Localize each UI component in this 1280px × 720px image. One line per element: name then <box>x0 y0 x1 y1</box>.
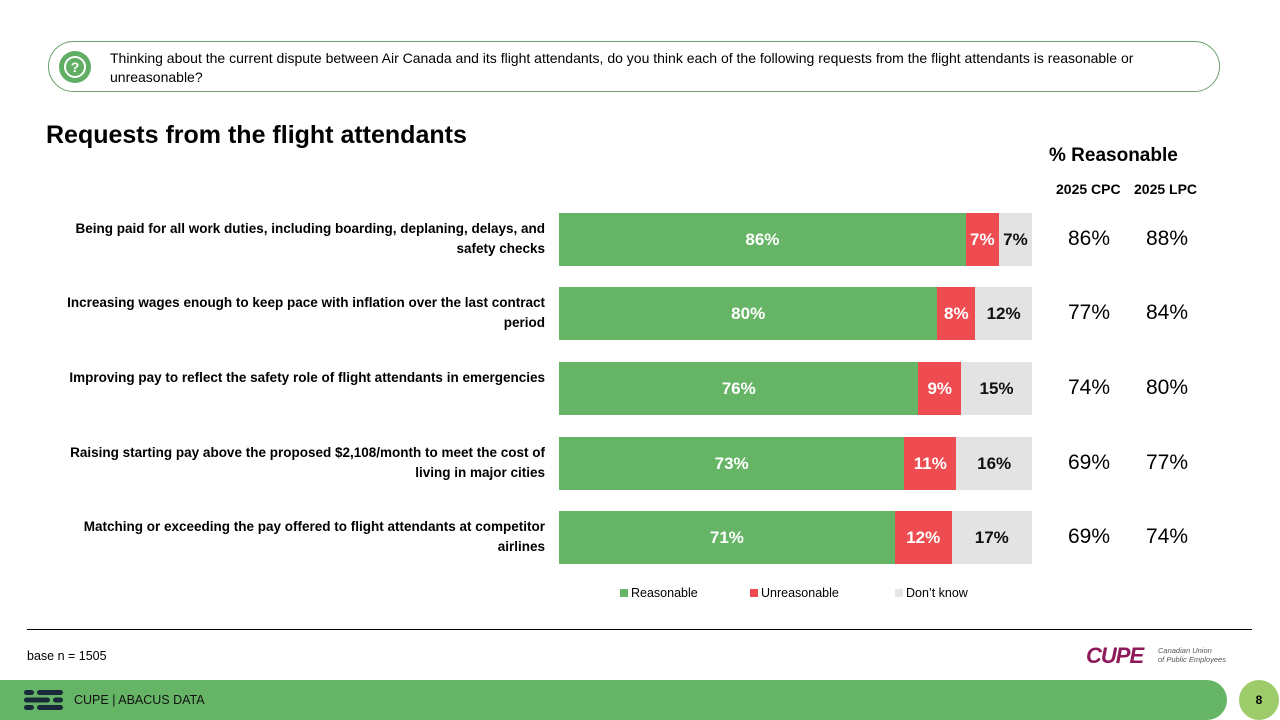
segment-unreasonable: 12% <box>894 511 952 564</box>
cupe-logo-subtitle-1: Canadian Union <box>1158 646 1212 655</box>
data-label: 80% <box>731 303 766 323</box>
cpc-value: 86% <box>1067 227 1111 250</box>
legend-swatch-dontknow <box>895 589 903 597</box>
data-label: 71% <box>709 527 744 547</box>
data-label: 12% <box>986 303 1021 323</box>
segment-dontknow: 12% <box>975 287 1032 340</box>
segment-dontknow: 15% <box>961 362 1032 415</box>
row-label: Raising starting pay above the proposed … <box>70 445 545 480</box>
segment-unreasonable: 11% <box>904 437 957 490</box>
lpc-value: 84% <box>1145 301 1189 324</box>
data-label: 7% <box>970 229 995 249</box>
cpc-value: 69% <box>1067 525 1111 548</box>
legend-item-unreasonable: Unreasonable <box>750 586 895 600</box>
data-label: 11% <box>913 453 947 473</box>
chart-legend: Reasonable Unreasonable Don’t know <box>620 586 968 600</box>
data-label: 15% <box>979 378 1014 398</box>
legend-label-dontknow: Don’t know <box>906 586 968 600</box>
data-label: 9% <box>927 378 953 398</box>
col-header-cpc: 2025 CPC <box>1056 181 1121 197</box>
footer-bar <box>0 680 1227 720</box>
segment-reasonable: 71% <box>559 511 895 564</box>
segment-reasonable: 80% <box>559 287 938 340</box>
lpc-value: 80% <box>1145 376 1189 399</box>
legend-swatch-unreasonable <box>750 589 758 597</box>
row-label: Increasing wages enough to keep pace wit… <box>67 295 545 330</box>
data-label: 86% <box>745 229 780 249</box>
data-label: 8% <box>944 303 969 323</box>
reasonable-header: % Reasonable <box>1049 145 1178 166</box>
row-label: Matching or exceeding the pay offered to… <box>83 519 545 554</box>
question-icon: ? <box>59 51 91 83</box>
legend-label-unreasonable: Unreasonable <box>761 586 839 600</box>
col-header-lpc: 2025 LPC <box>1134 181 1198 197</box>
data-label: 7% <box>1003 229 1028 249</box>
bar-row: 76% 9% 15% <box>559 362 1032 415</box>
bar-row: 71% 12% 17% <box>559 511 1032 564</box>
page-number: 8 <box>1239 680 1279 720</box>
legend-swatch-reasonable <box>620 589 628 597</box>
data-label: 16% <box>977 453 1012 473</box>
segment-reasonable: 73% <box>559 437 905 490</box>
row-label: Being paid for all work duties, includin… <box>75 221 545 256</box>
question-box: ? Thinking about the current dispute bet… <box>48 41 1220 92</box>
legend-item-dontknow: Don’t know <box>895 586 968 600</box>
bar-row: 80% 8% 12% <box>559 287 1032 340</box>
data-label: 73% <box>714 453 749 473</box>
segment-dontknow: 17% <box>951 511 1032 564</box>
segment-unreasonable: 7% <box>965 213 999 266</box>
segment-dontknow: 7% <box>998 213 1032 266</box>
segment-reasonable: 76% <box>559 362 919 415</box>
data-label: 17% <box>974 527 1009 547</box>
cupe-logo-subtitle-2: of Public Employees <box>1158 655 1226 664</box>
cupe-logo-word: CUPE <box>1086 643 1144 668</box>
cupe-logo: CUPE Canadian Union of Public Employees <box>1086 643 1226 668</box>
cpc-value: 74% <box>1067 376 1111 399</box>
legend-label-reasonable: Reasonable <box>631 586 698 600</box>
bar-row: 86% 7% 7% <box>559 213 1032 266</box>
base-note: base n = 1505 <box>27 649 107 663</box>
cupe-logo-subtitle: Canadian Union of Public Employees <box>1158 646 1226 664</box>
segment-dontknow: 16% <box>956 437 1032 490</box>
data-label: 76% <box>721 378 756 398</box>
legend-item-reasonable: Reasonable <box>620 586 750 600</box>
lpc-value: 77% <box>1145 451 1189 474</box>
lpc-value: 88% <box>1145 227 1189 250</box>
bar-row: 73% 11% 16% <box>559 437 1032 490</box>
divider <box>27 629 1252 630</box>
segment-unreasonable: 8% <box>937 287 976 340</box>
abacus-logo-icon <box>24 690 63 710</box>
footer-source: CUPE | ABACUS DATA <box>74 693 205 707</box>
row-label: Improving pay to reflect the safety role… <box>69 370 545 385</box>
chart-title: Requests from the flight attendants <box>46 121 467 149</box>
question-text: Thinking about the current dispute betwe… <box>110 50 1134 85</box>
lpc-value: 74% <box>1145 525 1189 548</box>
segment-reasonable: 86% <box>559 213 966 266</box>
segment-unreasonable: 9% <box>918 362 962 415</box>
cpc-value: 69% <box>1067 451 1111 474</box>
cpc-value: 77% <box>1067 301 1111 324</box>
data-label: 12% <box>906 527 941 547</box>
